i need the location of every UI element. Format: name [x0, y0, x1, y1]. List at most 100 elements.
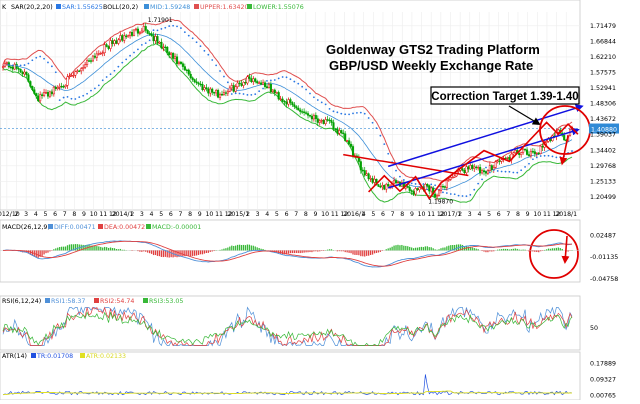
x-tick-label: 5	[159, 211, 163, 218]
x-tick-label: 11	[99, 211, 107, 218]
candle-body	[50, 91, 53, 95]
lower-value: LOWER:1.55076	[253, 4, 304, 11]
rsi2-swatch	[94, 298, 99, 303]
sar-marker	[281, 76, 284, 78]
candle-body	[209, 88, 212, 94]
price-y-tick: 1.66844	[590, 38, 616, 45]
x-tick-label: 4	[150, 211, 154, 218]
candle-body	[484, 171, 488, 174]
candle-body	[217, 90, 220, 98]
x-tick-label: 12	[109, 211, 117, 218]
candle-body	[246, 76, 249, 84]
sar-marker	[363, 112, 366, 115]
candle-body	[281, 98, 284, 102]
candle-body	[436, 195, 439, 198]
rsi-y-tick: 50	[590, 325, 598, 332]
x-tick-label: 3	[24, 211, 28, 218]
sar-marker	[312, 96, 315, 99]
sar-marker	[477, 182, 480, 185]
current-price-tag	[589, 123, 619, 134]
sar-marker	[449, 193, 452, 195]
sar-marker	[277, 77, 280, 80]
candle-body	[86, 60, 89, 66]
candle-body	[60, 85, 63, 88]
sar-marker	[207, 53, 210, 56]
sar-marker	[520, 169, 523, 172]
candle-body	[469, 165, 472, 170]
candle-body	[177, 61, 181, 64]
x-tick-label: 9	[526, 211, 530, 218]
sar-marker	[74, 98, 77, 100]
sar-marker	[547, 154, 550, 157]
x-tick-label: 7	[63, 211, 67, 218]
candle-body	[9, 66, 12, 68]
candle-body	[115, 40, 118, 44]
rsi-line-3	[2, 311, 573, 347]
rsi-series	[2, 306, 573, 347]
x-tick-label: 2	[458, 211, 462, 218]
macd-y-tick: 0.02487	[590, 233, 616, 240]
candle-body	[58, 85, 61, 88]
candle-body	[541, 145, 544, 148]
rsi3-value: RSI3:53.05	[149, 298, 183, 305]
sar-marker	[340, 112, 343, 115]
sar-marker	[367, 117, 370, 119]
macd-dea-line	[3, 240, 572, 267]
candle-body	[78, 70, 81, 72]
sar-marker	[528, 162, 530, 165]
candle-body	[449, 177, 452, 180]
sar-marker	[539, 155, 542, 157]
candle-body	[21, 71, 24, 75]
sar-marker	[434, 184, 437, 187]
candle-body	[160, 41, 163, 49]
candle-body	[191, 77, 194, 80]
rsi1-swatch	[45, 298, 50, 303]
candle-body	[238, 82, 241, 85]
candle-body	[508, 157, 511, 161]
x-tick-label: 10	[321, 211, 329, 218]
candle-body	[473, 166, 476, 169]
x-tick-label: 11	[427, 211, 435, 218]
candle-body	[82, 67, 85, 69]
candle-body	[35, 93, 38, 97]
candle-body	[428, 185, 431, 192]
sar-marker	[262, 87, 264, 90]
candle-body	[150, 33, 153, 36]
candle-body	[183, 66, 186, 71]
candle-body	[512, 152, 515, 155]
candle-body	[154, 36, 157, 42]
candle-body	[439, 185, 443, 191]
candle-body	[373, 178, 376, 183]
x-tick-label: 4	[34, 211, 38, 218]
candle-body	[193, 79, 196, 83]
y-axis-labels: 1.71479 1.66844 1.62210 1.57575 1.52941 1.483…	[590, 23, 618, 400]
candle-body	[162, 46, 165, 49]
candle-body	[277, 92, 280, 100]
candle-body	[498, 160, 501, 162]
sar-marker	[551, 155, 554, 158]
x-axis-labels: 2012/10234567891011122014/12345678910111…	[0, 211, 577, 218]
atr-line	[2, 390, 573, 396]
candle-body	[48, 91, 51, 97]
candle-body	[437, 190, 441, 196]
sar-marker	[442, 191, 444, 194]
candle-body	[166, 46, 169, 53]
candle-body	[557, 129, 560, 133]
x-tick-label: 10	[205, 211, 213, 218]
candle-body	[107, 46, 110, 49]
candle-body	[308, 115, 312, 117]
candle-body	[260, 82, 263, 85]
candle-body	[285, 101, 288, 105]
candle-body	[463, 170, 466, 174]
candlesticks	[1, 22, 574, 201]
sar-marker	[133, 51, 135, 54]
candle-body	[3, 63, 7, 67]
candle-body	[539, 145, 542, 154]
candle-body	[99, 52, 102, 55]
sar-marker	[316, 99, 319, 101]
sar-marker	[50, 65, 53, 68]
price-panel-frame	[0, 0, 581, 211]
candle-body	[76, 70, 79, 72]
atr-y-tick: 0.09327	[590, 376, 616, 383]
sar-marker	[305, 88, 307, 91]
